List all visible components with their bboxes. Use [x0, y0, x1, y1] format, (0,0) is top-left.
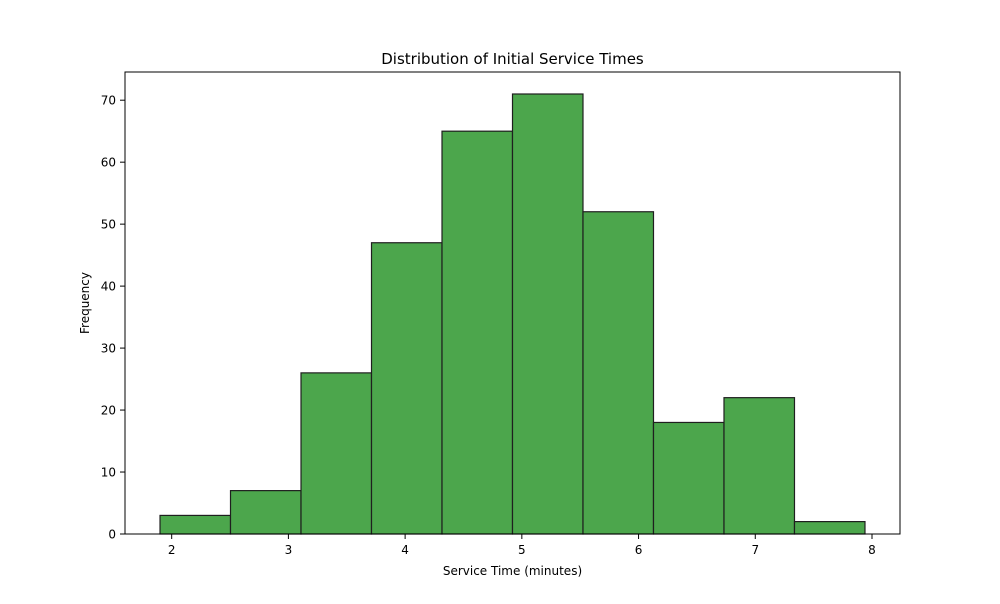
plot-area-frame: [124, 71, 901, 535]
x-tick-label: 8: [868, 543, 876, 557]
y-tick-label: 20: [101, 404, 116, 418]
x-tick-label: 7: [751, 543, 759, 557]
y-axis-label: Frequency: [78, 272, 92, 334]
histogram-bar-3: [300, 372, 373, 535]
chart-title: Distribution of Initial Service Times: [381, 50, 644, 68]
histogram-bars: [159, 93, 866, 535]
y-tick-label: 60: [101, 156, 116, 170]
y-tick-label: 40: [101, 280, 116, 294]
histogram-bar-8: [652, 421, 725, 535]
y-tick-label: 10: [101, 466, 116, 480]
histogram-bar-2: [229, 490, 302, 535]
y-axis-ticks: 0 10 20 30 40 50 60 70: [101, 94, 125, 542]
histogram-bar-1: [159, 514, 232, 535]
x-axis-ticks: 2 3 4 5 6 7 8: [168, 534, 876, 557]
histogram-bar-4: [370, 242, 443, 535]
x-axis-label: Service Time (minutes): [443, 564, 582, 578]
y-tick-label: 30: [101, 342, 116, 356]
histogram-bar-10: [793, 521, 866, 535]
histogram-bar-6: [511, 93, 584, 535]
y-tick-label: 70: [101, 94, 116, 108]
y-tick-label: 0: [108, 528, 116, 542]
x-tick-label: 2: [168, 543, 176, 557]
x-tick-label: 3: [285, 543, 293, 557]
histogram-bar-7: [582, 211, 655, 535]
x-tick-label: 6: [635, 543, 643, 557]
x-tick-label: 4: [401, 543, 409, 557]
y-tick-label: 50: [101, 218, 116, 232]
histogram-bar-9: [723, 397, 796, 535]
histogram-bar-5: [441, 130, 514, 535]
x-tick-label: 5: [518, 543, 526, 557]
